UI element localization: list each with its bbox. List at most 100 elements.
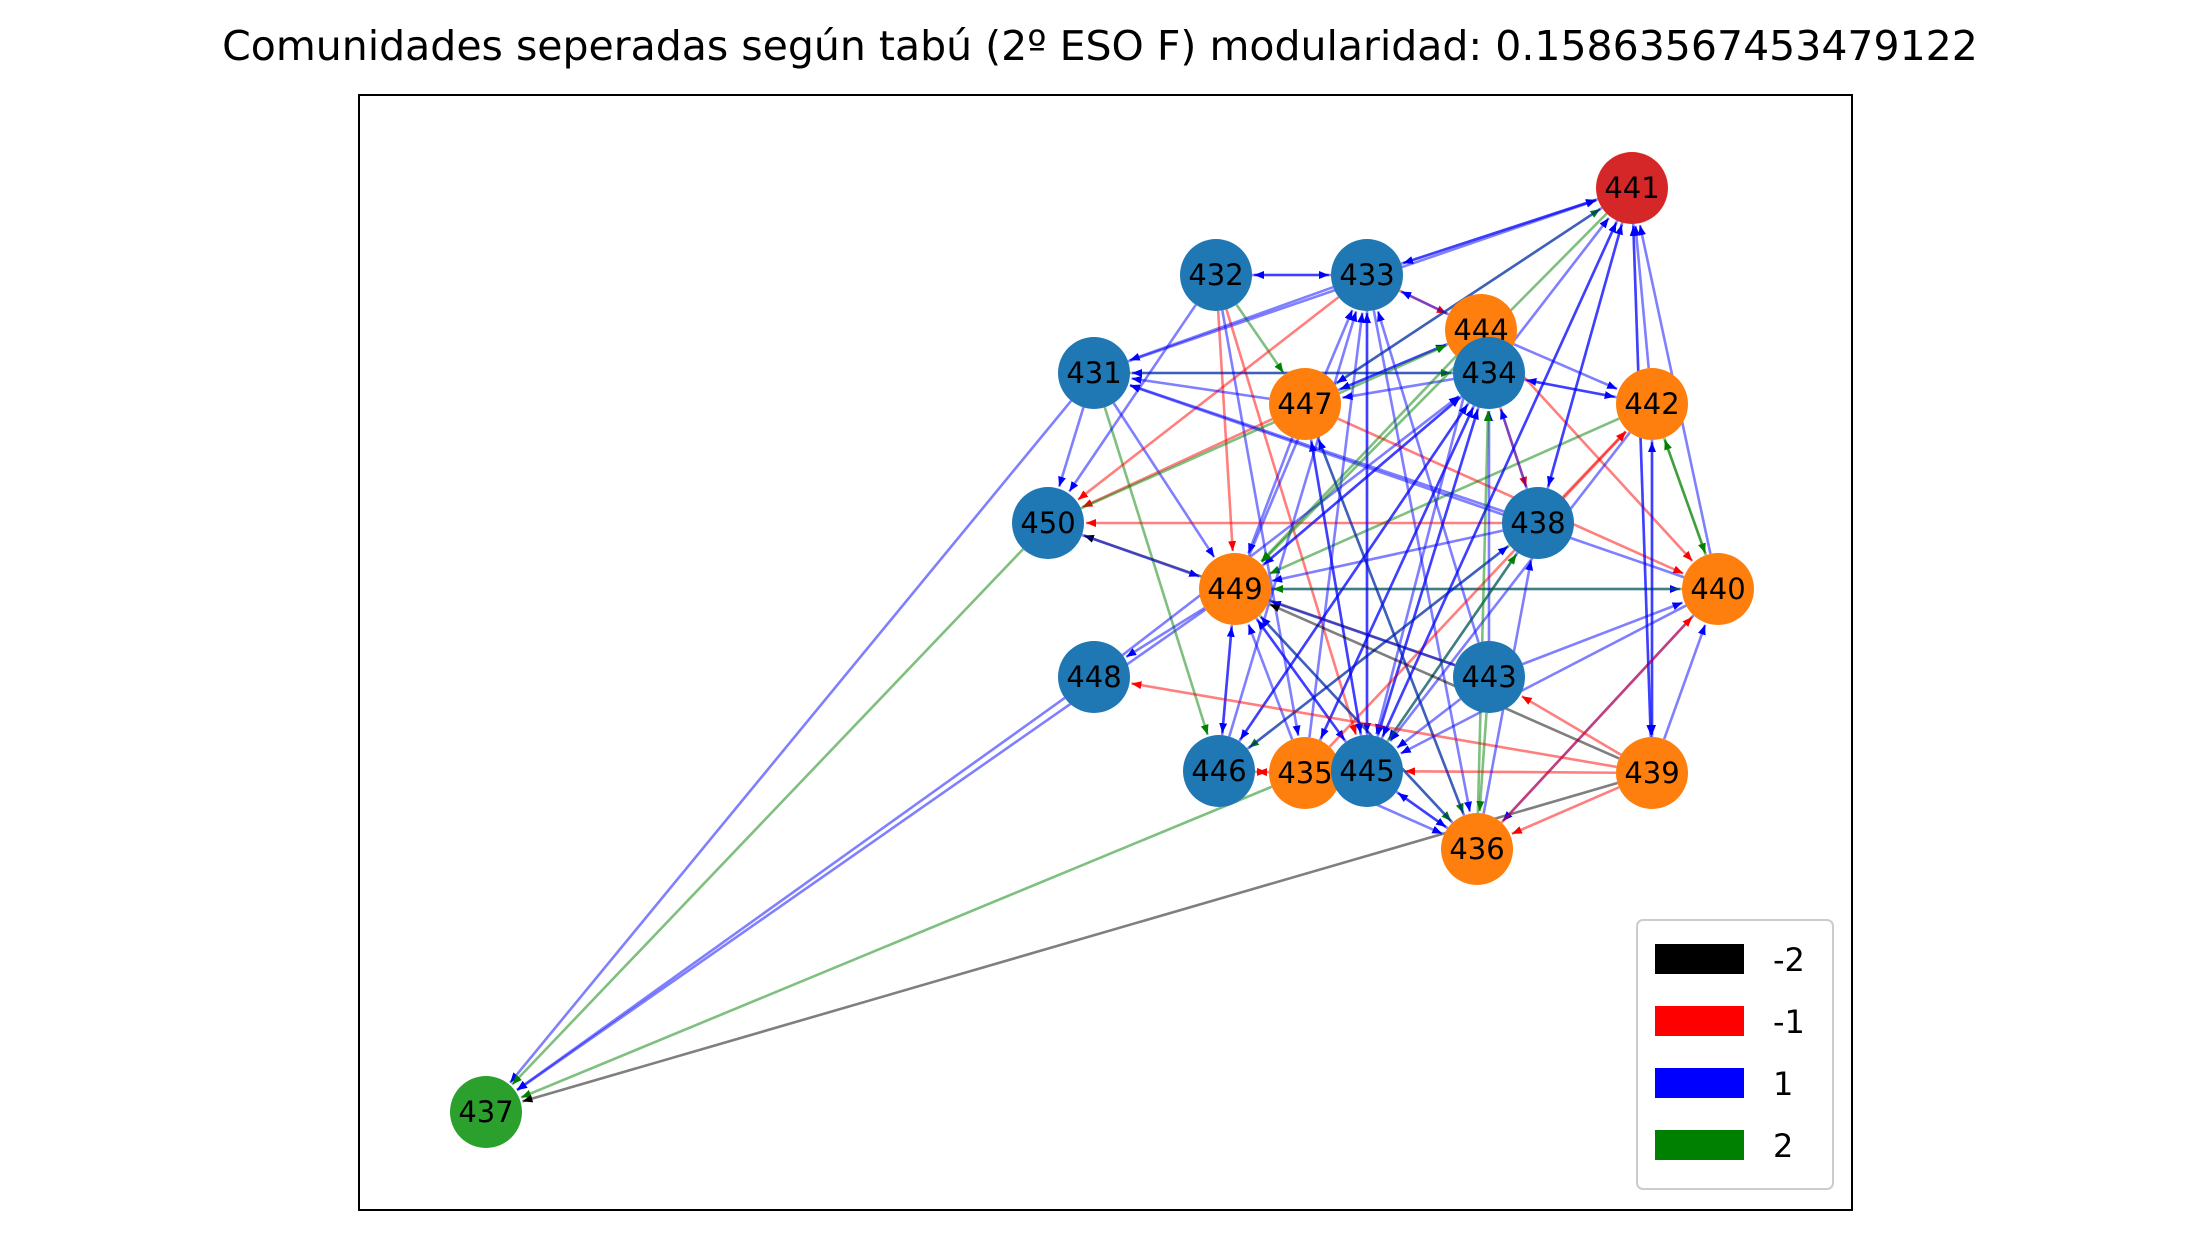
- legend: -2 -1 1 2: [1636, 919, 1834, 1190]
- node-circle: [1269, 737, 1341, 809]
- edge-439-443: [1521, 695, 1622, 756]
- legend-box: [1636, 919, 1834, 1190]
- node-label: 447: [1277, 387, 1332, 421]
- edge-450-437: [511, 548, 1025, 1086]
- edge-438-449: [1271, 529, 1504, 583]
- edge-445-438: [1386, 553, 1518, 743]
- node-443: 443: [1453, 641, 1525, 713]
- node-circle: [1441, 813, 1513, 885]
- node-438: 438: [1502, 487, 1574, 559]
- legend-swatch: [1655, 1006, 1744, 1036]
- edge-432-447: [1235, 303, 1285, 374]
- node-circle: [1682, 553, 1754, 625]
- legend-label: 1: [1773, 1065, 1793, 1103]
- legend-label: -1: [1773, 1003, 1805, 1041]
- edge-449-448: [1125, 606, 1206, 658]
- edge-449-434: [1261, 396, 1461, 567]
- legend-swatch: [1655, 1068, 1744, 1098]
- edge-431-437: [509, 399, 1073, 1084]
- node-circle: [1180, 239, 1252, 311]
- edge-439-437: [522, 781, 1618, 1103]
- node-circle: [1012, 487, 1084, 559]
- node-label: 441: [1604, 171, 1659, 205]
- node-label: 434: [1461, 356, 1516, 390]
- node-435: 435: [1269, 737, 1341, 809]
- edges-layer: [509, 197, 1712, 1103]
- node-label: 432: [1188, 258, 1243, 292]
- legend-swatch: [1655, 1130, 1744, 1160]
- edge-439-449: [1269, 603, 1620, 760]
- node-431: 431: [1058, 337, 1130, 409]
- edge-445-447: [1309, 441, 1363, 736]
- edge-436-445: [1397, 791, 1449, 830]
- node-450: 450: [1012, 487, 1084, 559]
- edge-445-434: [1376, 408, 1480, 737]
- node-label: 442: [1624, 387, 1679, 421]
- node-445: 445: [1331, 735, 1403, 807]
- node-label: 435: [1277, 756, 1332, 790]
- edge-441-449: [1260, 212, 1608, 563]
- node-circle: [1331, 735, 1403, 807]
- edge-441-433: [1402, 197, 1599, 265]
- node-label: 445: [1339, 754, 1394, 788]
- node-447: 447: [1269, 368, 1341, 440]
- node-circle: [1199, 553, 1271, 625]
- edge-439-448: [1131, 681, 1617, 769]
- edge-444-433: [1400, 290, 1450, 316]
- node-circle: [1502, 487, 1574, 559]
- node-label: 433: [1339, 258, 1394, 292]
- node-circle: [1616, 737, 1688, 809]
- node-label: 436: [1449, 832, 1504, 866]
- node-circle: [1331, 239, 1403, 311]
- plot-frame: [358, 94, 1853, 1211]
- edge-443-436: [1476, 712, 1488, 812]
- node-circle: [1183, 735, 1255, 807]
- node-434: 434: [1453, 337, 1525, 409]
- node-label: 431: [1066, 356, 1121, 390]
- edge-446-449: [1220, 626, 1235, 736]
- node-circle: [1058, 337, 1130, 409]
- edge-442-441: [1632, 225, 1650, 369]
- node-circle: [1596, 152, 1668, 224]
- node-433: 433: [1331, 239, 1403, 311]
- edge-439-436: [1511, 786, 1620, 836]
- edge-439-445: [1404, 767, 1617, 776]
- edge-440-442: [1663, 439, 1708, 556]
- node-label: 438: [1510, 506, 1565, 540]
- edge-441-447: [1335, 206, 1603, 385]
- legend-label: 2: [1773, 1127, 1793, 1165]
- node-label: 449: [1207, 572, 1262, 606]
- edge-450-444: [1080, 344, 1447, 510]
- node-label: 437: [458, 1095, 513, 1129]
- node-circle: [450, 1076, 522, 1148]
- edge-435-449: [1247, 624, 1294, 740]
- edge-432-449: [1216, 310, 1237, 552]
- edge-439-440: [1662, 624, 1707, 740]
- edge-445-449: [1256, 618, 1347, 743]
- edge-443-440: [1522, 601, 1683, 666]
- edge-434-447: [1342, 377, 1454, 400]
- edge-441-439: [1631, 223, 1655, 736]
- node-440: 440: [1682, 553, 1754, 625]
- node-label: 446: [1191, 754, 1246, 788]
- edge-435-433: [1308, 312, 1366, 738]
- edge-441-438: [1547, 222, 1624, 487]
- node-437: 437: [450, 1076, 522, 1148]
- node-circle: [1616, 368, 1688, 440]
- edge-435-442: [1328, 430, 1627, 748]
- edge-436-449: [1259, 615, 1454, 824]
- edge-434-441: [1509, 217, 1610, 346]
- edge-442-445: [1389, 431, 1631, 742]
- edge-444-449: [1260, 355, 1458, 563]
- edge-436-434: [1476, 410, 1492, 814]
- node-442: 442: [1616, 368, 1688, 440]
- edge-446-438: [1246, 545, 1509, 750]
- edge-443-449: [1270, 600, 1456, 667]
- edge-436-440: [1500, 615, 1694, 824]
- diagram-title: Comunidades seperadas según tabú (2º ESO…: [222, 22, 1978, 70]
- node-441: 441: [1596, 152, 1668, 224]
- edge-433-450: [1077, 296, 1340, 501]
- legend-swatch: [1655, 944, 1744, 974]
- edge-446-434: [1238, 403, 1469, 742]
